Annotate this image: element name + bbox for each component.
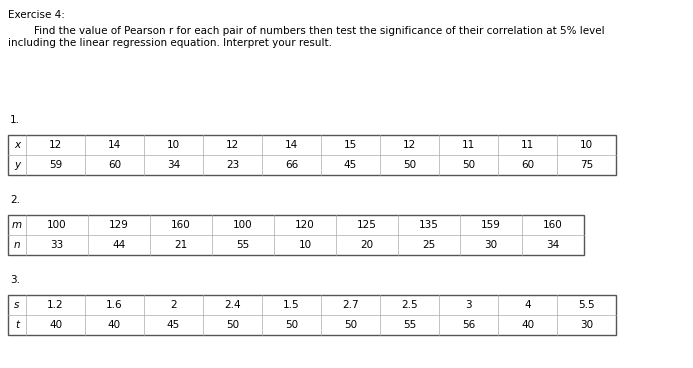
Text: 159: 159: [481, 220, 501, 230]
Text: 20: 20: [360, 240, 374, 250]
Text: 10: 10: [580, 140, 593, 150]
Text: m: m: [12, 220, 22, 230]
Text: 4: 4: [524, 300, 531, 310]
Text: 5.5: 5.5: [578, 300, 595, 310]
Text: 30: 30: [580, 320, 593, 330]
Text: 129: 129: [109, 220, 129, 230]
Text: 2: 2: [170, 300, 177, 310]
Bar: [8, 295, 616, 335]
Text: 50: 50: [285, 320, 298, 330]
Text: 60: 60: [108, 160, 121, 170]
Text: 2.5: 2.5: [401, 300, 418, 310]
Text: Exercise 4:: Exercise 4:: [8, 10, 65, 20]
Text: 2.4: 2.4: [225, 300, 240, 310]
Text: 34: 34: [167, 160, 180, 170]
Text: 1.2: 1.2: [47, 300, 64, 310]
Text: 100: 100: [233, 220, 253, 230]
Text: 3: 3: [465, 300, 472, 310]
Text: 40: 40: [521, 320, 534, 330]
Text: 40: 40: [49, 320, 62, 330]
Text: 1.: 1.: [10, 115, 20, 125]
Text: 100: 100: [47, 220, 67, 230]
Text: 50: 50: [344, 320, 357, 330]
Text: n: n: [14, 240, 20, 250]
Text: 11: 11: [521, 140, 534, 150]
Text: t: t: [15, 320, 19, 330]
Text: 135: 135: [419, 220, 439, 230]
Text: 2.7: 2.7: [342, 300, 359, 310]
Text: 120: 120: [295, 220, 315, 230]
Text: 160: 160: [543, 220, 563, 230]
Text: 45: 45: [344, 160, 357, 170]
Text: 23: 23: [226, 160, 239, 170]
Text: 33: 33: [51, 240, 64, 250]
Text: y: y: [14, 160, 20, 170]
Bar: [8, 135, 616, 175]
Text: 34: 34: [546, 240, 560, 250]
Text: 14: 14: [285, 140, 298, 150]
Bar: [8, 215, 584, 255]
Text: 12: 12: [49, 140, 62, 150]
Text: 21: 21: [175, 240, 188, 250]
Text: 1.6: 1.6: [106, 300, 123, 310]
Text: 10: 10: [167, 140, 180, 150]
Text: 160: 160: [171, 220, 191, 230]
Text: 1.5: 1.5: [283, 300, 300, 310]
Text: 125: 125: [357, 220, 377, 230]
Text: 56: 56: [462, 320, 475, 330]
Text: 75: 75: [580, 160, 593, 170]
Text: s: s: [15, 300, 19, 310]
Text: Find the value of Pearson r for each pair of numbers then test the significance : Find the value of Pearson r for each pai…: [8, 26, 604, 36]
Text: 59: 59: [49, 160, 62, 170]
Text: x: x: [14, 140, 20, 150]
Text: 50: 50: [226, 320, 239, 330]
Text: 11: 11: [462, 140, 475, 150]
Text: 30: 30: [484, 240, 498, 250]
Text: 12: 12: [226, 140, 239, 150]
Text: 2.: 2.: [10, 195, 20, 205]
Text: 15: 15: [344, 140, 357, 150]
Text: 60: 60: [521, 160, 534, 170]
Text: 44: 44: [112, 240, 125, 250]
Text: 25: 25: [422, 240, 436, 250]
Text: 3.: 3.: [10, 275, 20, 285]
Text: including the linear regression equation. Interpret your result.: including the linear regression equation…: [8, 38, 332, 48]
Text: 10: 10: [299, 240, 312, 250]
Text: 66: 66: [285, 160, 298, 170]
Text: 12: 12: [403, 140, 416, 150]
Text: 50: 50: [462, 160, 475, 170]
Text: 40: 40: [108, 320, 121, 330]
Text: 55: 55: [236, 240, 249, 250]
Text: 14: 14: [108, 140, 121, 150]
Text: 45: 45: [167, 320, 180, 330]
Text: 50: 50: [403, 160, 416, 170]
Text: 55: 55: [403, 320, 416, 330]
